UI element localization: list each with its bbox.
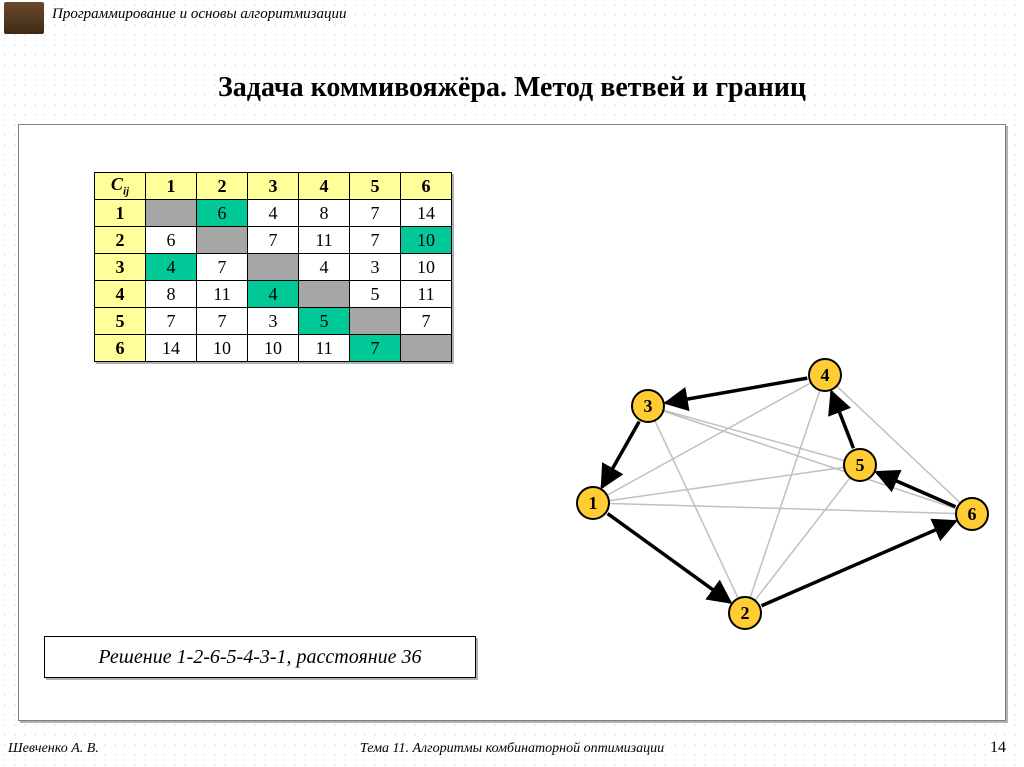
cost-cell: 10	[248, 335, 299, 362]
cost-cell: 14	[146, 335, 197, 362]
cost-cell: 4	[248, 281, 299, 308]
cost-cell: 11	[197, 281, 248, 308]
row-header: 2	[95, 227, 146, 254]
cost-cell: 7	[350, 200, 401, 227]
cost-cell	[350, 308, 401, 335]
tsp-graph: 1 2 3 4 5 6	[520, 350, 1000, 670]
cost-cell: 7	[146, 308, 197, 335]
svg-text:5: 5	[856, 455, 865, 475]
cost-cell: 11	[299, 335, 350, 362]
row-header: 5	[95, 308, 146, 335]
svg-text:3: 3	[644, 396, 653, 416]
col-header: 3	[248, 173, 299, 200]
cost-cell	[248, 254, 299, 281]
cost-cell: 11	[401, 281, 452, 308]
col-header: 5	[350, 173, 401, 200]
col-header: 1	[146, 173, 197, 200]
row-header: 1	[95, 200, 146, 227]
col-header: 2	[197, 173, 248, 200]
solution-box: Решение 1-2-6-5-4-3-1, расстояние 36	[44, 636, 476, 678]
cost-matrix-table: Cij1234561648714267117103474310481145115…	[94, 172, 452, 362]
col-header: 4	[299, 173, 350, 200]
svg-text:2: 2	[741, 603, 750, 623]
cost-cell: 3	[350, 254, 401, 281]
cost-cell: 3	[248, 308, 299, 335]
cost-cell: 10	[401, 227, 452, 254]
row-header: 6	[95, 335, 146, 362]
cost-cell: 7	[350, 335, 401, 362]
footer-page-number: 14	[990, 739, 1006, 757]
svg-text:1: 1	[589, 493, 598, 513]
cost-cell	[401, 335, 452, 362]
cost-cell: 4	[146, 254, 197, 281]
cost-cell: 14	[401, 200, 452, 227]
cost-cell	[299, 281, 350, 308]
table-corner-label: Cij	[95, 173, 146, 200]
cost-cell	[146, 200, 197, 227]
cost-cell: 6	[197, 200, 248, 227]
cost-cell: 10	[401, 254, 452, 281]
row-header: 4	[95, 281, 146, 308]
cost-cell: 7	[350, 227, 401, 254]
page-header: Программирование и основы алгоритмизации	[52, 6, 347, 23]
svg-text:4: 4	[821, 365, 830, 385]
row-header: 3	[95, 254, 146, 281]
col-header: 6	[401, 173, 452, 200]
cost-cell	[197, 227, 248, 254]
footer-topic: Тема 11. Алгоритмы комбинаторной оптимиз…	[0, 741, 1024, 757]
cost-cell: 7	[197, 254, 248, 281]
cost-cell: 4	[299, 254, 350, 281]
cost-cell: 10	[197, 335, 248, 362]
cost-cell: 7	[248, 227, 299, 254]
logo-icon	[4, 2, 44, 34]
cost-cell: 5	[350, 281, 401, 308]
cost-cell: 6	[146, 227, 197, 254]
svg-text:6: 6	[968, 504, 977, 524]
cost-cell: 7	[401, 308, 452, 335]
cost-cell: 7	[197, 308, 248, 335]
cost-cell: 8	[146, 281, 197, 308]
cost-cell: 4	[248, 200, 299, 227]
cost-cell: 11	[299, 227, 350, 254]
slide-title: Задача коммивояжёра. Метод ветвей и гран…	[0, 72, 1024, 104]
cost-cell: 5	[299, 308, 350, 335]
cost-cell: 8	[299, 200, 350, 227]
